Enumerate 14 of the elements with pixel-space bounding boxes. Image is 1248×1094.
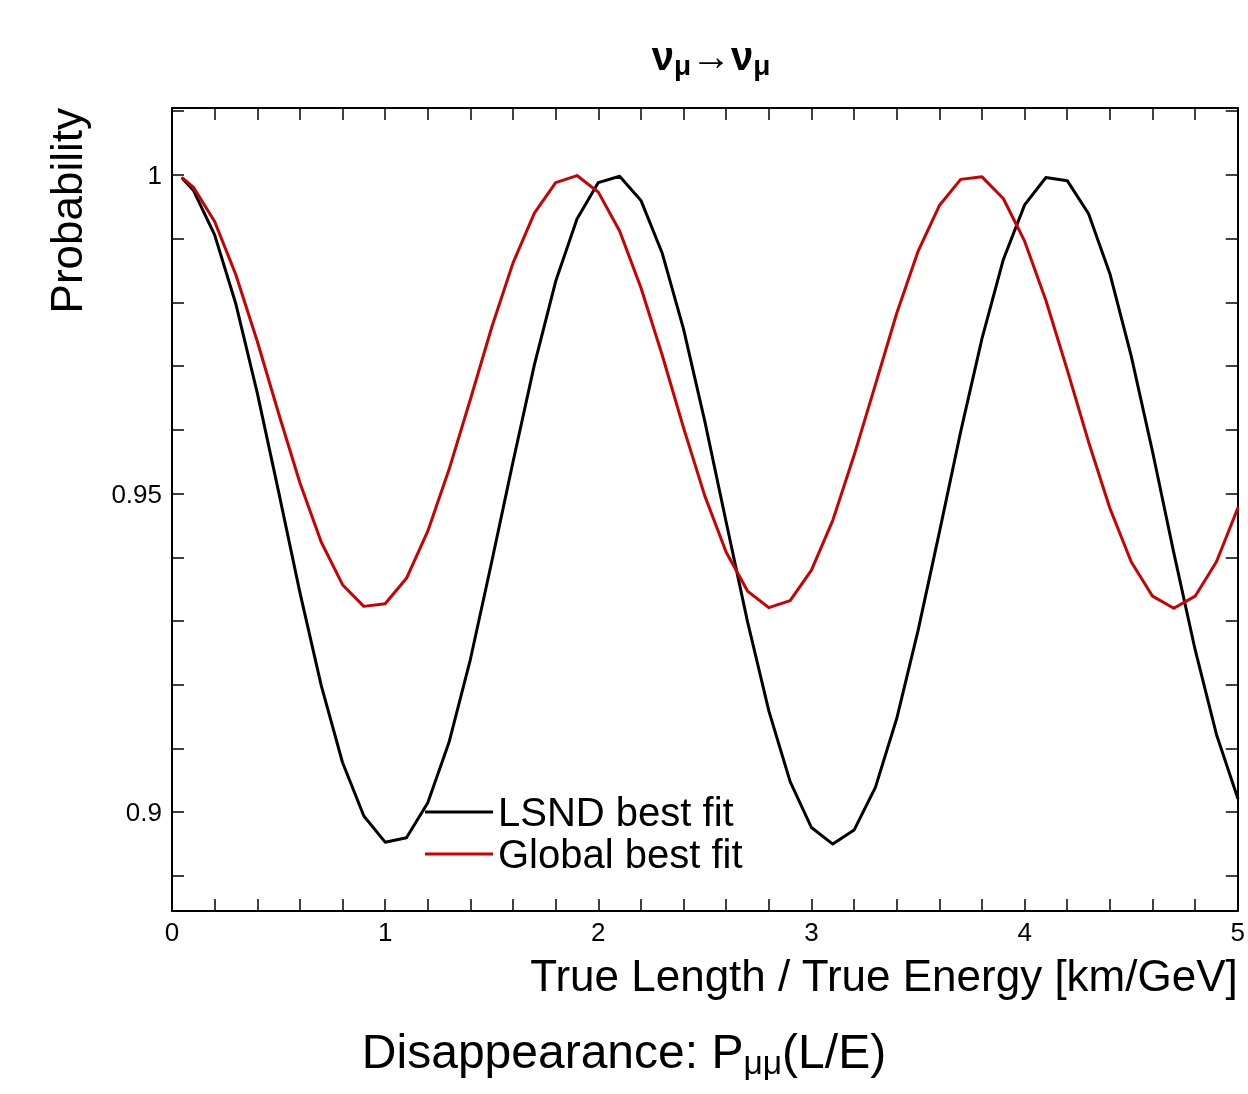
y-tick-label: 0.95 (111, 478, 162, 509)
y-tick-label: 0.9 (125, 797, 162, 828)
x-tick-label: 1 (377, 917, 393, 947)
x-tick-label: 0 (164, 917, 180, 947)
x-tick-label: 2 (591, 917, 606, 947)
x-tick-label: 3 (804, 917, 819, 947)
y-axis-title: Probability (41, 108, 91, 314)
x-axis-title: True Length / True Energy [km/GeV] (530, 950, 1238, 1000)
line-series (181, 174, 1240, 610)
legend-label: LSND best fit (498, 790, 734, 834)
x-tick-label: 4 (1017, 917, 1032, 947)
x-tick-label: 5 (1230, 917, 1245, 947)
legend-label: Global best fit (498, 832, 743, 876)
y-tick-label: 1 (147, 159, 162, 190)
